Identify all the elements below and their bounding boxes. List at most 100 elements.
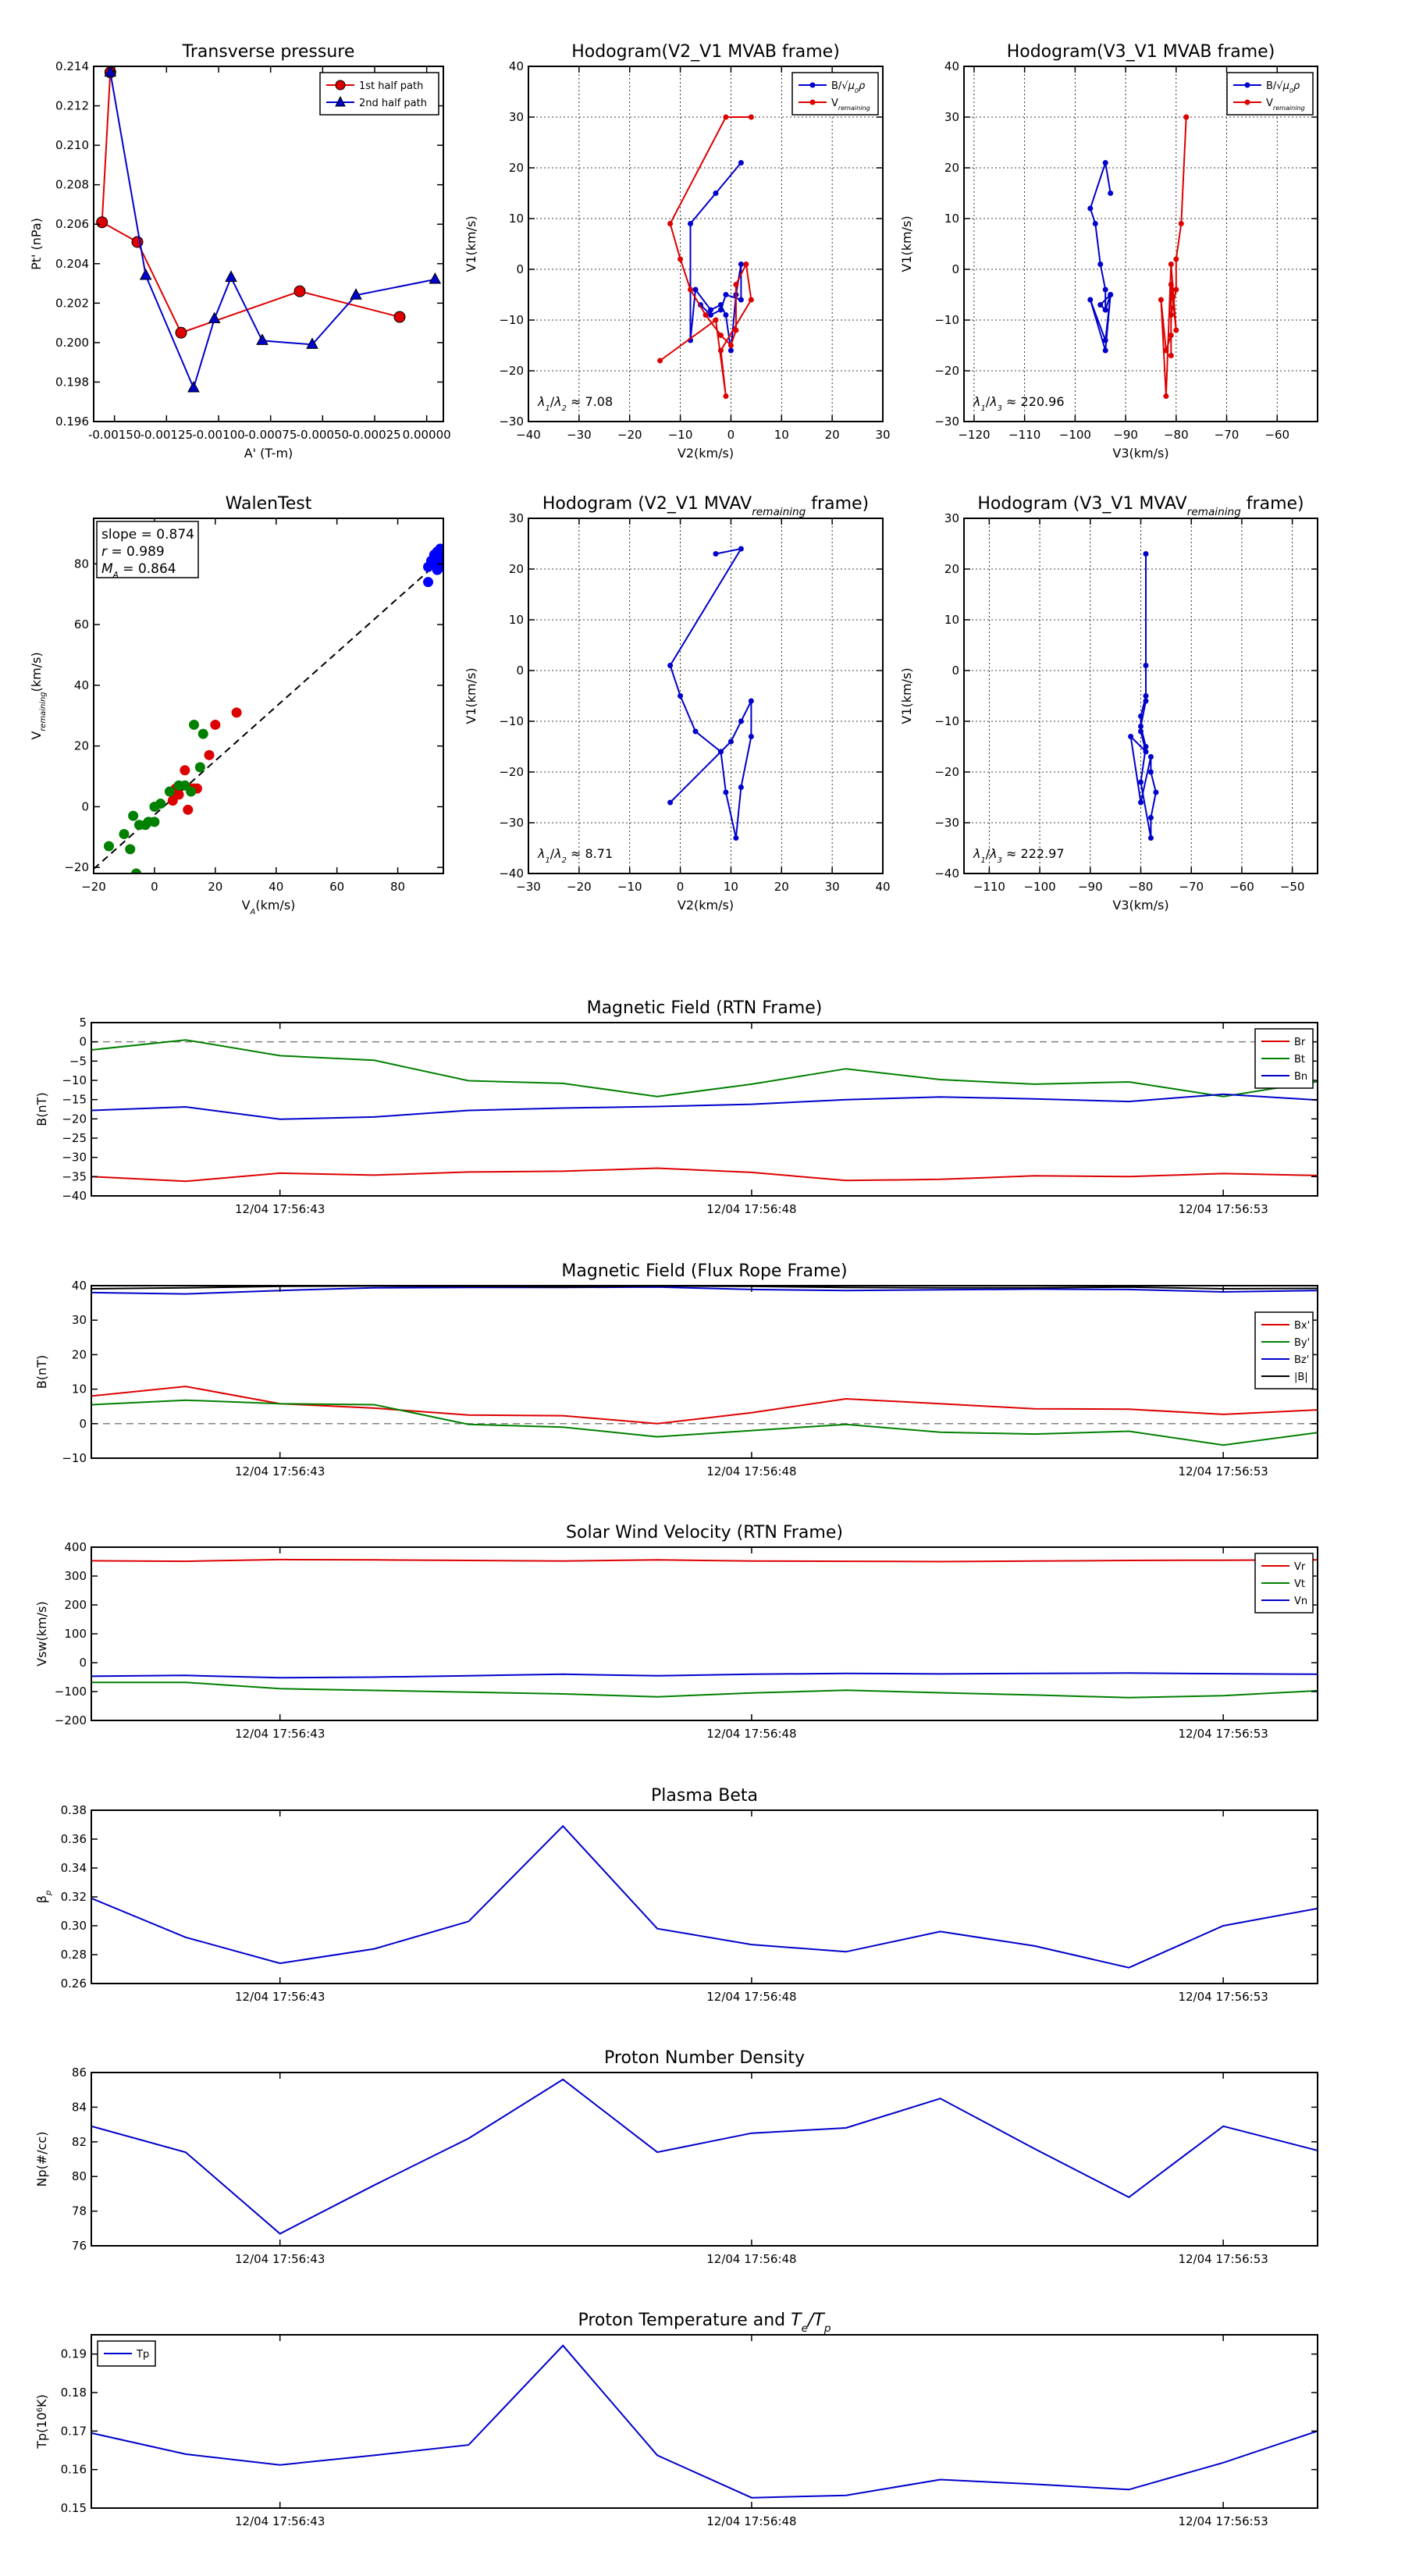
hodogram-v3-v1-mvav-ytick-label: 0	[951, 664, 959, 678]
walen-test-ylabel: Vremaining(km/s)	[29, 652, 48, 739]
hodogram-v3-v1-mvab-ylabel: V1(km/s)	[899, 215, 914, 272]
magnetic-field-rtn-legend-label: Bn	[1294, 1071, 1307, 1083]
magnetic-field-rtn-ytick-label: −30	[62, 1151, 87, 1165]
plasma-beta-ytick-label: 0.26	[61, 1976, 87, 1991]
proton-density-ylabel-part: Np(#/cc)	[34, 2132, 49, 2187]
hodogram-v3-v1-mvab-ytick-label: 30	[944, 110, 959, 124]
walen-test-stats-box	[96, 521, 199, 578]
hodogram-v3-v1-mvav-annotation-part: /	[986, 846, 991, 861]
solar-wind-velocity-ytick-label: 400	[64, 1540, 87, 1554]
transverse-pressure-point	[293, 285, 306, 297]
hodogram-v3-v1-mvab-point	[1173, 286, 1179, 293]
hodogram-v2-v1-mvav-ytick-label: 0	[516, 664, 524, 678]
transverse-pressure-ytick-label: 0.208	[55, 178, 89, 192]
hodogram-v3-v1-mvab-point	[1168, 262, 1174, 267]
hodogram-v3-v1-mvav-point	[1138, 724, 1144, 729]
hodogram-v2-v1-mvab-point	[723, 393, 729, 399]
magnetic-field-rtn-ytick-label: −25	[62, 1131, 87, 1145]
hodogram-v3-v1-mvab-ytick-label: 40	[944, 59, 959, 73]
walen-test-xtick-label: 20	[208, 880, 222, 894]
hodogram-v3-v1-mvab-point	[1173, 327, 1179, 333]
hodogram-v3-v1-mvav-xtick-label: −90	[1078, 880, 1103, 894]
magnetic-field-rtn-series-line-3	[91, 1093, 1318, 1120]
magnetic-field-flux-rope-legend-label: Bx'	[1294, 1320, 1310, 1332]
hodogram-v2-v1-mvab-point	[702, 312, 709, 318]
hodogram-v3-v1-mvav-point	[1147, 769, 1154, 775]
transverse-pressure-legend-label: 2nd half path	[359, 98, 427, 109]
hodogram-v3-v1-mvav-ytick-label: −20	[934, 765, 959, 779]
hodogram-v3-v1-mvav-annotation-part: 3	[998, 856, 1002, 865]
walen-test-ytick-label: 0	[81, 799, 89, 813]
hodogram-v3-v1-mvav-ytick-label: 20	[944, 562, 959, 576]
hodogram-v3-v1-mvab-legend-marker	[1244, 82, 1250, 88]
transverse-pressure-ytick-label: 0.206	[55, 217, 89, 231]
hodogram-v3-v1-mvab-point	[1108, 190, 1114, 196]
transverse-pressure-xtick-label: -0.00050	[297, 428, 349, 442]
hodogram-v3-v1-mvab-ytick-label: 10	[944, 212, 959, 226]
proton-density-xtick-label: 12/04 17:56:48	[706, 2252, 796, 2266]
walen-test-point	[204, 749, 215, 760]
hodogram-v3-v1-mvab-data	[1087, 114, 1190, 399]
walen-test-fit-line	[94, 557, 443, 870]
walen-test-point	[183, 804, 194, 815]
hodogram-v2-v1-mvav-point	[692, 728, 699, 735]
proton-temperature-xtick-label: 12/04 17:56:43	[235, 2514, 325, 2528]
walen-test-xtick-label: 80	[390, 880, 405, 894]
hodogram-v2-v1-mvab-ytick-label: −30	[499, 415, 524, 429]
proton-temperature-ylabel-part: 6	[36, 2407, 44, 2412]
transverse-pressure-point	[350, 288, 362, 300]
hodogram-v2-v1-mvab-legend-marker	[809, 82, 816, 88]
hodogram-v2-v1-mvav-point	[727, 738, 734, 745]
transverse-pressure-title: Transverse pressure	[182, 42, 355, 62]
proton-temperature-ylabel-part: K)	[34, 2394, 49, 2407]
hodogram-v2-v1-mvav-point	[717, 749, 724, 755]
hodogram-v2-v1-mvab-legend-label-part: B/√	[831, 80, 848, 92]
hodogram-v2-v1-mvab-point	[748, 114, 754, 120]
plasma-beta-ylabel-part: p	[44, 1891, 53, 1896]
walen-test-point	[189, 719, 200, 730]
proton-temperature-title-part: e	[802, 2322, 808, 2335]
magnetic-field-rtn-ytick-label: −40	[62, 1189, 87, 1203]
walen-test-axes-frame	[93, 518, 444, 874]
proton-density-data	[91, 2078, 1318, 2235]
hodogram-v3-v1-mvab-xtick-label: −90	[1113, 428, 1138, 442]
hodogram-v2-v1-mvab-ytick-label: −10	[499, 313, 524, 327]
hodogram-v2-v1-mvab-ylabel-part: V1(km/s)	[464, 215, 478, 272]
hodogram-v3-v1-mvav-data	[1128, 551, 1159, 841]
hodogram-v2-v1-mvab-ytick-label: −20	[499, 364, 524, 378]
walen-test-data	[94, 543, 443, 873]
hodogram-v3-v1-mvav-annotation-part: λ	[973, 846, 980, 861]
magnetic-field-rtn-legend-label: Bt	[1294, 1054, 1305, 1066]
hodogram-v2-v1-mvab-xtick-label: 20	[825, 428, 840, 442]
hodogram-v2-v1-mvab-chart: −40 −30 −20 −10 0 10 20 30−30−20−10010203040Hod…	[464, 42, 891, 461]
hodogram-v3-v1-mvab-ytick-label: 20	[944, 161, 959, 175]
hodogram-v2-v1-mvab-point	[707, 312, 713, 318]
proton-temperature-xtick-label: 12/04 17:56:48	[706, 2514, 796, 2528]
transverse-pressure-xtick-label: -0.00025	[348, 428, 400, 442]
proton-temperature-xtick-label: 12/04 17:56:53	[1178, 2514, 1268, 2528]
magnetic-field-flux-rope-xtick-label: 12/04 17:56:48	[706, 1464, 796, 1478]
transverse-pressure-ytick-label: 0.196	[55, 415, 89, 429]
hodogram-v2-v1-mvav-ytick-label: 10	[509, 613, 524, 627]
proton-density-ylabel: Np(#/cc)	[34, 2132, 49, 2187]
hodogram-v3-v1-mvav-ytick-label: −30	[934, 816, 959, 830]
hodogram-v2-v1-mvav-ylabel: V1(km/s)	[464, 667, 478, 724]
transverse-pressure-point	[104, 66, 117, 77]
hodogram-v2-v1-mvab-legend	[791, 72, 879, 116]
magnetic-field-rtn-data	[91, 1039, 1318, 1183]
hodogram-v2-v1-mvab-ytick-label: 20	[509, 161, 524, 175]
walen-test-point	[231, 707, 242, 718]
magnetic-field-flux-rope-chart: 12/04 17:56:43 12/04 17:56:48 12/04 17:56:…	[34, 1261, 1318, 1478]
transverse-pressure-data	[96, 66, 442, 393]
hodogram-v3-v1-mvab-point	[1168, 333, 1174, 338]
solar-wind-velocity-legend-label: Vr	[1294, 1561, 1306, 1573]
walen-test-point	[155, 799, 166, 809]
solar-wind-velocity-ytick-label: 200	[64, 1598, 87, 1612]
transverse-pressure-point	[96, 216, 108, 229]
hodogram-v3-v1-mvab-title: Hodogram(V3_V1 MVAB frame)	[1007, 42, 1275, 62]
hodogram-v2-v1-mvav-ytick-label: −30	[499, 816, 524, 830]
hodogram-v2-v1-mvav-point	[748, 698, 754, 704]
hodogram-v3-v1-mvav-point	[1143, 749, 1149, 755]
hodogram-v3-v1-mvav-annotation-part: λ	[989, 846, 997, 861]
hodogram-v3-v1-mvab-legend-label-part: 0	[1289, 87, 1293, 94]
